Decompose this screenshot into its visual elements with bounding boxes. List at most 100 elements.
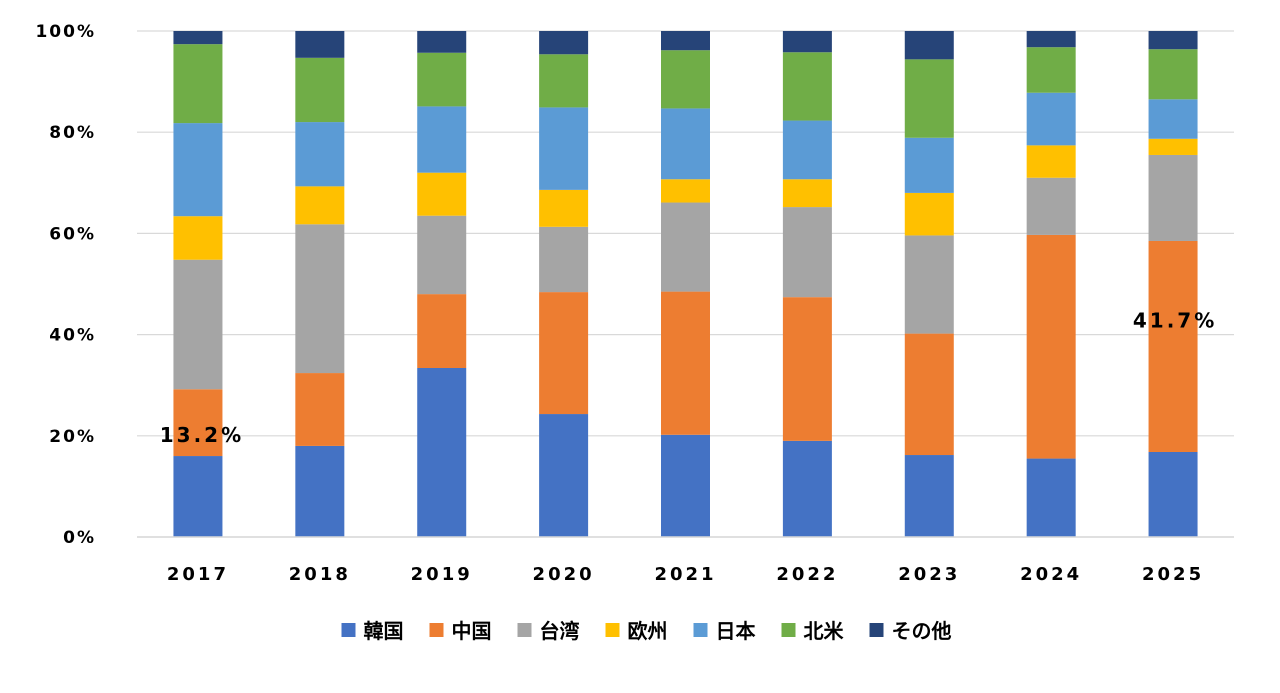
bar-segment-2022-韓国 [782,440,832,537]
x-tick-label: 2024 [1020,564,1082,585]
x-tick-label: 2020 [533,564,595,585]
legend-label: 中国 [452,619,492,643]
bar-segment-2022-中国 [782,297,832,441]
legend-swatch [429,623,444,637]
bar-segment-2021-韓国 [661,434,710,537]
legend-swatch [341,623,356,637]
legend-swatch [693,623,708,637]
bar-segment-2022-欧州 [782,179,832,208]
legend-item-中国: 中国 [429,619,492,643]
legend-swatch [781,623,796,637]
data-label: 13.2% [160,423,244,447]
annotations: 13.2% 41.7% [160,308,1217,447]
bar-segment-2022-台湾 [782,207,832,298]
x-tick-label: 2019 [411,564,473,585]
bar-segment-2024-中国 [1026,234,1076,459]
bar-segment-2025-台湾 [1148,154,1198,241]
legend-swatch [517,623,532,637]
legend-label: 日本 [716,619,756,643]
bar-segment-2017-北米 [173,44,223,124]
bar-segment-2020-韓国 [539,414,589,537]
y-tick-label: 80% [49,123,96,143]
bar-segment-2023-欧州 [904,192,954,236]
bar-segment-2019-台湾 [417,215,467,295]
bar-segment-2018-欧州 [295,186,345,225]
legend-item-台湾: 台湾 [517,619,580,643]
bar-segment-2021-欧州 [661,179,710,203]
bar-segment-2024-台湾 [1026,177,1076,235]
y-tick-label: 0% [63,528,96,548]
bar-segment-2019-北米 [417,52,467,107]
data-label: 41.7% [1133,308,1217,332]
bar-segment-2022-北米 [782,52,832,121]
bar-segment-2017-韓国 [173,456,223,537]
bar-segment-2019-その他 [417,31,467,53]
x-tick-label: 2018 [289,564,351,585]
bar-segment-2020-その他 [539,31,589,55]
bar-segment-2020-北米 [539,54,589,108]
bars [173,31,1198,537]
x-tick-label: 2022 [776,564,838,585]
bar-segment-2025-中国 [1148,240,1198,452]
legend-label: 欧州 [628,619,668,643]
y-tick-label: 100% [35,22,96,42]
bar-segment-2024-北米 [1026,47,1076,93]
bar-segment-2023-北米 [904,59,954,138]
bar-segment-2017-日本 [173,123,223,217]
bar-segment-2019-日本 [417,106,467,173]
x-tick-label: 2025 [1142,564,1204,585]
bar-segment-2018-その他 [295,31,345,58]
y-tick-label: 40% [49,326,96,346]
bar-segment-2017-その他 [173,31,223,45]
bar-segment-2018-台湾 [295,224,345,374]
bar-segment-2021-台湾 [661,202,710,292]
bar-segment-2019-中国 [417,294,467,368]
bar-segment-2025-欧州 [1148,138,1198,155]
bar-segment-2025-日本 [1148,99,1198,139]
x-tick-label: 2017 [167,564,229,585]
bar-segment-2022-その他 [782,31,832,53]
bar-segment-2021-日本 [661,108,710,180]
legend-item-北米: 北米 [781,619,845,643]
bar-segment-2024-欧州 [1026,145,1076,178]
bar-segment-2025-北米 [1148,49,1198,100]
bar-segment-2018-北米 [295,57,345,123]
legend-swatch [605,623,620,637]
bar-segment-2021-その他 [661,31,710,51]
bar-segment-2018-日本 [295,122,345,187]
bar-segment-2017-台湾 [173,259,223,390]
y-tick-label: 20% [49,427,96,447]
bar-segment-2018-韓国 [295,445,345,537]
x-tick-label: 2021 [654,564,716,585]
bar-segment-2023-台湾 [904,235,954,334]
bar-segment-2024-日本 [1026,92,1076,146]
legend-item-日本: 日本 [693,619,756,643]
bar-segment-2025-韓国 [1148,451,1198,537]
bar-segment-2024-韓国 [1026,458,1076,537]
bar-segment-2025-その他 [1148,31,1198,50]
axes: 0% 20% 40% 60% 80% 100% 2017 2018 2019 2020 2021 20… [35,22,1234,585]
bar-segment-2022-日本 [782,120,832,180]
legend-label: 台湾 [540,619,580,643]
bar-segment-2021-中国 [661,291,710,435]
legend-item-その他: その他 [869,619,952,643]
legend-item-韓国: 韓国 [341,619,404,643]
bar-segment-2020-欧州 [539,189,589,227]
bar-segment-2019-欧州 [417,172,467,216]
bar-segment-2024-その他 [1026,31,1076,48]
x-tick-label: 2023 [898,564,960,585]
legend-label: 韓国 [364,619,404,643]
bar-segment-2020-台湾 [539,226,589,293]
legend-item-欧州: 欧州 [605,619,668,643]
bar-segment-2019-韓国 [417,367,467,537]
bar-segment-2023-中国 [904,333,954,456]
bar-segment-2017-中国 [173,389,223,457]
legend-label: 北米 [804,619,845,643]
y-tick-label: 60% [49,224,96,244]
bar-segment-2020-日本 [539,107,589,190]
bar-segment-2023-日本 [904,137,954,193]
bar-segment-2018-中国 [295,373,345,446]
legend: 韓国 中国 台湾 欧州 日本 北米 その他 [341,619,952,643]
